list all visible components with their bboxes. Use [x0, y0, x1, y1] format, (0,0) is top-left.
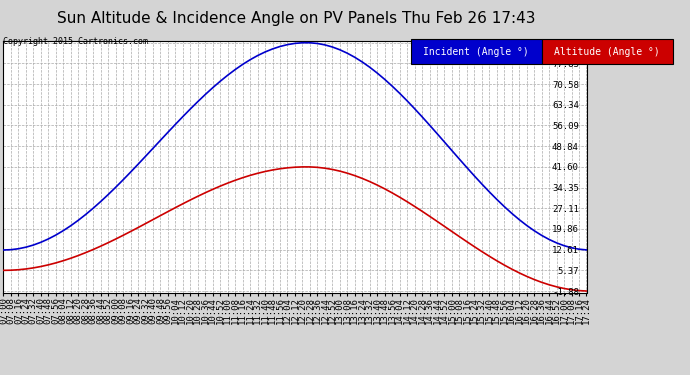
Text: Copyright 2015 Cartronics.com: Copyright 2015 Cartronics.com — [3, 38, 148, 46]
Text: Altitude (Angle °): Altitude (Angle °) — [554, 46, 660, 57]
Text: Sun Altitude & Incidence Angle on PV Panels Thu Feb 26 17:43: Sun Altitude & Incidence Angle on PV Pan… — [57, 11, 536, 26]
Text: Incident (Angle °): Incident (Angle °) — [423, 46, 529, 57]
